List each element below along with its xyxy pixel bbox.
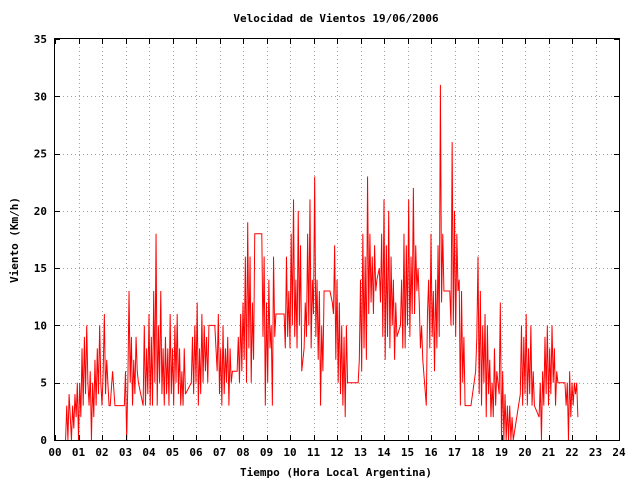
x-tick-label: 19	[495, 446, 508, 459]
x-tick-label: 00	[48, 446, 61, 459]
x-tick-label: 14	[377, 446, 391, 459]
x-tick-label: 21	[542, 446, 556, 459]
x-tick-label: 17	[448, 446, 461, 459]
x-tick-label: 06	[189, 446, 203, 459]
y-tick-label: 0	[40, 434, 47, 447]
y-tick-label: 15	[34, 262, 47, 275]
x-tick-label: 24	[612, 446, 626, 459]
y-tick-label: 35	[34, 33, 47, 46]
x-tick-label: 04	[142, 446, 156, 459]
x-tick-label: 02	[95, 446, 108, 459]
x-tick-label: 20	[518, 446, 531, 459]
y-tick-label: 25	[34, 148, 47, 161]
chart-title: Velocidad de Vientos 19/06/2006	[233, 12, 439, 25]
x-tick-label: 09	[260, 446, 273, 459]
x-tick-label: 22	[565, 446, 578, 459]
x-tick-label: 03	[119, 446, 132, 459]
grid	[55, 39, 619, 440]
x-tick-label: 18	[471, 446, 484, 459]
x-tick-label: 07	[213, 446, 226, 459]
axis-ticks	[55, 39, 620, 441]
x-tick-label: 11	[307, 446, 321, 459]
x-tick-label: 01	[72, 446, 86, 459]
plot-frame	[54, 38, 620, 441]
y-tick-label: 20	[34, 205, 47, 218]
y-tick-label: 5	[40, 377, 47, 390]
x-tick-label: 12	[330, 446, 343, 459]
x-tick-label: 05	[166, 446, 179, 459]
x-tick-label: 16	[424, 446, 438, 459]
y-axis-label: Viento (Km/h)	[8, 197, 21, 283]
x-tick-label: 13	[354, 446, 367, 459]
y-tick-label: 10	[34, 319, 47, 332]
x-tick-label: 08	[236, 446, 249, 459]
x-tick-label: 15	[401, 446, 414, 459]
series-line	[65, 84, 579, 441]
y-tick-label: 30	[34, 90, 47, 103]
x-tick-label: 10	[283, 446, 296, 459]
tick-labels: 00 01 02 03 04 05 06 07 08 09 10 11 12 13 14 15 16 17 18 19…	[34, 33, 626, 459]
x-axis-label: Tiempo (Hora Local Argentina)	[240, 466, 432, 479]
x-tick-label: 23	[589, 446, 602, 459]
series-group	[65, 84, 579, 441]
